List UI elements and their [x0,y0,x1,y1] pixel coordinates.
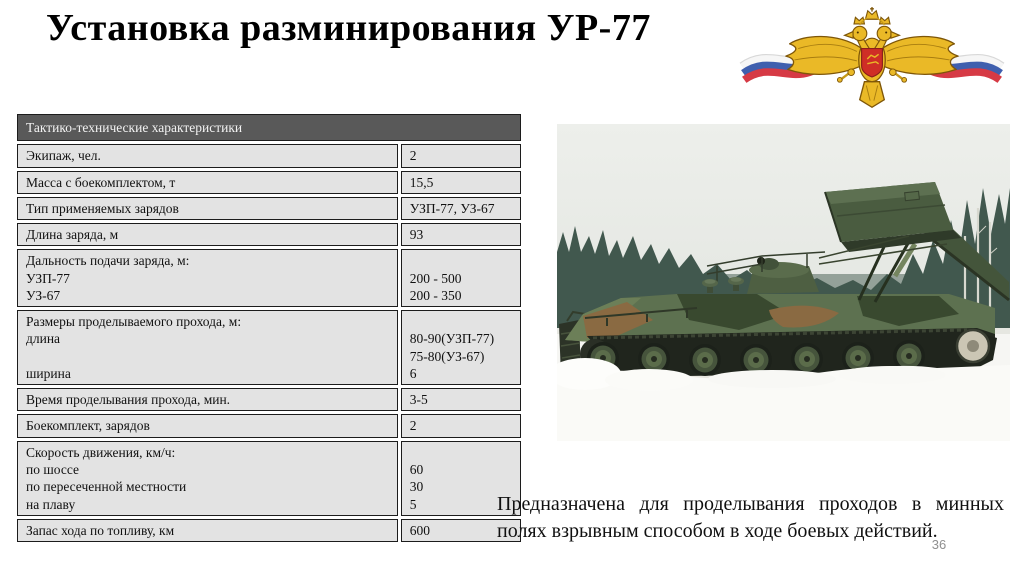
row-value: 93 [400,223,521,247]
table-header-row: Тактико-технические характеристики [17,114,521,142]
snow-foreground [557,358,1010,441]
table-row: Размеры проделываемого прохода, м: длина… [17,310,521,386]
table-row: Длина заряда, м 93 [17,223,521,247]
table-row: Запас хода по топливу, км 600 [17,518,521,543]
ur77-vehicle [559,182,1010,378]
row-value: 2 [400,144,521,168]
row-label: Запас хода по топливу, км [17,518,398,543]
row-label: Дальность подачи заряда, м: УЗП-77 УЗ-67 [17,249,398,308]
table-row: Экипаж, чел. 2 [17,144,521,168]
row-value: 60 30 5 [400,440,521,516]
page-title: Установка разминирования УР-77 [46,7,651,49]
row-value: 600 [400,518,521,543]
turret [706,235,948,294]
ur77-vehicle-photo-icon [557,124,1010,441]
page-number: 36 [931,537,947,552]
row-label: Скорость движения, км/ч: по шоссе по пер… [17,440,398,516]
coat-of-arms-icon [733,6,1011,109]
row-label: Боекомплект, зарядов [17,414,398,438]
table-header: Тактико-технические характеристики [17,114,521,142]
row-label: Время проделывания прохода, мин. [17,388,398,412]
ur77-photo [557,124,1010,441]
row-label: Экипаж, чел. [17,144,398,168]
launcher-box [824,182,961,252]
row-value: 200 - 500 200 - 350 [400,249,521,308]
russia-emblem-icon [733,6,1011,112]
row-label: Длина заряда, м [17,223,398,247]
row-value: 80-90(УЗП-77) 75-80(УЗ-67) 6 [400,310,521,386]
row-label: Размеры проделываемого прохода, м: длина… [17,310,398,386]
row-value: 15,5 [400,170,521,194]
row-label: Масса с боекомплектом, т [17,170,398,194]
slide-caption: Предназначена для проделывания проходов … [497,493,1004,542]
row-label: Тип применяемых зарядов [17,196,398,221]
deck-vents [702,277,744,293]
row-value: 3-5 [400,388,521,412]
specs-table: Тактико-технические характеристики Экипа… [14,111,524,545]
table-row: Боекомплект, зарядов 2 [17,414,521,438]
double-headed-eagle-icon [785,6,959,109]
table-row: Тип применяемых зарядов УЗП-77, УЗ-67 [17,196,521,221]
row-value: 2 [400,414,521,438]
table-row: Скорость движения, км/ч: по шоссе по пер… [17,440,521,516]
table-row: Дальность подачи заряда, м: УЗП-77 УЗ-67… [17,249,521,308]
table-row: Масса с боекомплектом, т 15,5 [17,170,521,194]
row-value: УЗП-77, УЗ-67 [400,196,521,221]
table-row: Время проделывания прохода, мин. 3-5 [17,388,521,412]
